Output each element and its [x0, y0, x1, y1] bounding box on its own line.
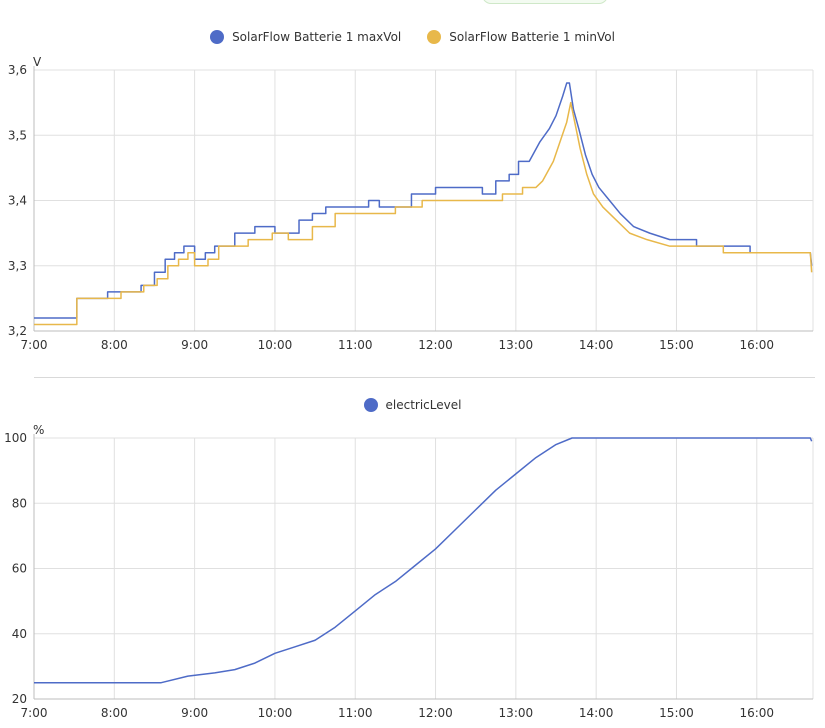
- voltage-x-tick-label: 12:00: [418, 338, 453, 352]
- legend-dot-maxvol: [210, 30, 225, 44]
- legend-voltage: SolarFlow Batterie 1 maxVol SolarFlow Ba…: [0, 30, 825, 44]
- voltage-series-line-0: [34, 82, 813, 319]
- voltage-y-tick-label: 3,2: [8, 324, 27, 338]
- legend-item-electric-level[interactable]: electricLevel: [363, 398, 462, 412]
- level-y-tick-label: 40: [12, 627, 27, 641]
- voltage-x-tick-label: 8:00: [101, 338, 128, 352]
- voltage-x-tick-label: 16:00: [739, 338, 774, 352]
- level-x-tick-label: 16:00: [739, 706, 774, 720]
- level-y-tick-label: 60: [12, 562, 27, 576]
- level-series-line-0: [34, 437, 813, 684]
- voltage-y-tick-label: 3,3: [8, 259, 27, 273]
- level-x-tick-label: 7:00: [21, 706, 48, 720]
- chart-divider: [34, 377, 815, 378]
- level-x-tick-label: 14:00: [579, 706, 614, 720]
- voltage-x-tick-label: 14:00: [579, 338, 614, 352]
- legend-label-maxvol: SolarFlow Batterie 1 maxVol: [232, 30, 402, 44]
- legend-level: electricLevel: [0, 398, 825, 412]
- voltage-x-tick-label: 15:00: [659, 338, 694, 352]
- level-y-tick-label: 80: [12, 496, 27, 510]
- level-x-tick-label: 8:00: [101, 706, 128, 720]
- level-plot: 20 40 60 80 100 7:00 8:00 9:00 10:00 11:00 12:00 13…: [4, 423, 814, 720]
- level-x-tick-label: 10:00: [258, 706, 293, 720]
- level-x-tick-label: 12:00: [418, 706, 453, 720]
- voltage-x-tick-label: 11:00: [338, 338, 373, 352]
- voltage-x-tick-label: 9:00: [181, 338, 208, 352]
- voltage-y-tick-label: 3,6: [8, 63, 27, 77]
- voltage-unit-label: V: [33, 55, 42, 69]
- legend-label-minvol: SolarFlow Batterie 1 minVol: [449, 30, 615, 44]
- legend-label-electric-level: electricLevel: [385, 398, 462, 412]
- voltage-x-tick-label: 13:00: [499, 338, 534, 352]
- legend-dot-minvol: [427, 30, 442, 44]
- voltage-y-tick-label: 3,5: [8, 128, 27, 142]
- level-x-tick-label: 15:00: [659, 706, 694, 720]
- voltage-x-tick-label: 10:00: [258, 338, 293, 352]
- level-unit-label: %: [33, 423, 44, 437]
- level-x-tick-label: 9:00: [181, 706, 208, 720]
- level-x-tick-label: 13:00: [499, 706, 534, 720]
- level-y-tick-label: 100: [4, 431, 27, 445]
- legend-item-maxvol[interactable]: SolarFlow Batterie 1 maxVol: [210, 30, 401, 44]
- legend-item-minvol[interactable]: SolarFlow Batterie 1 minVol: [427, 30, 615, 44]
- level-x-tick-label: 11:00: [338, 706, 373, 720]
- level-y-tick-label: 20: [12, 692, 27, 706]
- legend-dot-electric-level: [363, 398, 378, 412]
- voltage-series-line-1: [34, 101, 813, 326]
- voltage-plot: 3,2 3,3 3,4 3,5 3,6 7:00 8:00 9:00 10:00 11:00 12:…: [8, 55, 814, 352]
- voltage-x-tick-label: 7:00: [21, 338, 48, 352]
- voltage-y-tick-label: 3,4: [8, 194, 27, 208]
